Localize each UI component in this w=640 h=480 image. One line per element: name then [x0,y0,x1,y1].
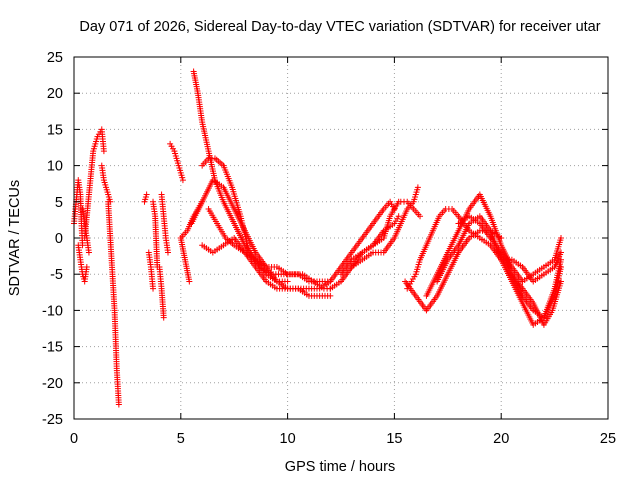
y-tick-label: -5 [50,267,63,283]
data-points [71,68,565,408]
data-point [83,263,90,270]
y-axis-label: SDTVAR / TECUs [7,180,23,296]
y-tick-label: 25 [47,50,63,66]
data-point [150,285,157,292]
x-tick-label: 25 [600,431,616,447]
data-point [414,184,421,191]
series-arc-j [156,263,167,321]
series-arc-t [327,198,398,285]
data-point [558,256,565,263]
series-arc-w [348,184,421,270]
data-point [85,249,92,256]
series-arc-d [81,126,107,241]
data-point [558,235,565,241]
x-tick-labels: 0 5 10 15 20 25 [70,431,616,447]
series-arc-ae [508,271,565,328]
data-point [395,213,402,220]
axis-ticks [73,56,609,420]
series-arc-e [98,162,114,205]
y-tick-labels: -25 -20 -15 -10 -5 0 5 10 15 20 25 [42,50,63,428]
data-point [417,213,424,220]
series-arc-f [105,198,122,408]
y-tick-label: 20 [47,86,63,102]
data-point [327,292,334,299]
data-point [164,249,171,256]
data-point [558,278,565,285]
series-arc-x [397,198,424,220]
series-arc-s [205,206,334,285]
data-point [284,278,291,285]
series-arc-h [145,249,157,292]
y-tick-label: 10 [47,159,63,175]
data-point [100,148,107,155]
series-arc-k [158,191,171,256]
series-arc-m [177,235,193,285]
y-tick-label: -15 [42,340,63,356]
series-arc-ad [498,249,565,285]
y-tick-label: 15 [47,122,63,138]
y-tick-label: 5 [55,195,63,211]
series-arc-b [75,242,90,285]
x-tick-label: 15 [386,431,402,447]
chart-title: Day 071 of 2026, Sidereal Day-to-day VTE… [79,19,600,35]
series-arc-l [167,140,186,184]
series-arc-g [141,191,150,205]
x-tick-label: 10 [280,431,296,447]
y-tick-label: -25 [42,412,63,428]
data-point [160,314,167,321]
y-tick-label: -20 [42,376,63,392]
x-tick-label: 5 [177,431,185,447]
data-point [115,401,122,408]
data-point [558,249,565,256]
x-tick-label: 0 [70,431,78,447]
data-point [179,177,186,184]
data-point [391,206,398,213]
data-point [558,263,565,270]
data-point [143,191,150,198]
data-point [186,278,193,285]
series-arc-ab [434,213,565,328]
y-tick-label: 0 [55,231,63,247]
series-arc-v [338,198,402,278]
y-tick-label: -10 [42,303,63,319]
x-axis-label: GPS time / hours [285,459,395,475]
x-tick-label: 20 [493,431,509,447]
